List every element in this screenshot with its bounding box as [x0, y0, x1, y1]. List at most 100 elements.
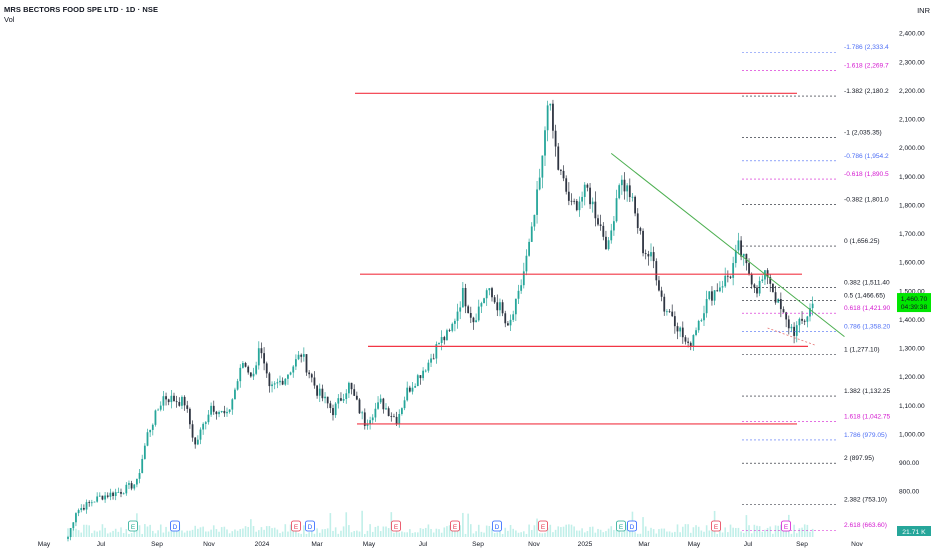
candle-body	[451, 323, 454, 331]
volume-bar	[220, 527, 223, 537]
candle-body	[695, 330, 697, 335]
volume-bar	[742, 532, 745, 537]
candle-body	[385, 408, 387, 410]
candle-body	[581, 196, 583, 202]
candle-body	[305, 354, 308, 373]
volume-bar	[642, 517, 644, 537]
volume-bar	[525, 533, 528, 537]
volume-bar	[798, 528, 801, 537]
candle-body	[477, 306, 480, 321]
volume-bar	[735, 527, 737, 537]
candle-body	[390, 416, 393, 417]
fib-level-label: 1.382 (1,132.25	[844, 388, 891, 395]
volume-bar	[719, 528, 721, 537]
candle-body	[496, 302, 499, 311]
volume-bar	[721, 532, 724, 537]
volume-bar	[409, 529, 411, 537]
volume-bar	[456, 526, 459, 537]
volume-label[interactable]: Vol	[4, 15, 15, 24]
volume-bar	[234, 529, 236, 537]
candle-body	[578, 201, 581, 211]
y-tick-label: 1,600.00	[899, 260, 925, 267]
volume-bar	[716, 533, 719, 537]
volume-bar	[337, 533, 340, 537]
volume-bar	[578, 530, 581, 537]
candle-body	[438, 342, 440, 345]
candle-body	[777, 299, 780, 303]
candle-body	[332, 408, 334, 416]
volume-bar	[591, 526, 594, 537]
volume-bar	[674, 531, 676, 537]
volume-bar	[472, 533, 475, 537]
candle-body	[634, 196, 636, 214]
event-marker-label: E	[394, 524, 399, 531]
candle-body	[202, 423, 205, 430]
candle-body	[432, 358, 435, 360]
volume-bar	[440, 532, 443, 537]
candle-body	[631, 196, 634, 198]
candle-body	[668, 311, 671, 313]
volume-bar	[568, 524, 570, 537]
volume-bar	[422, 528, 424, 537]
candle-body	[408, 387, 411, 392]
currency-label[interactable]: INR	[917, 6, 930, 15]
candle-body	[239, 367, 242, 382]
event-marker	[781, 520, 791, 532]
x-tick-label: 2024	[255, 541, 270, 548]
volume-bar	[199, 527, 202, 537]
volume-bar	[398, 532, 401, 537]
candle-body	[647, 254, 650, 257]
candle-body	[353, 389, 356, 396]
volume-bar	[308, 532, 310, 537]
volume-bar	[114, 528, 117, 537]
volume-bar	[671, 532, 673, 537]
y-tick-label: 2,200.00	[899, 88, 925, 95]
volume-bar	[573, 526, 575, 537]
candle-body	[133, 484, 136, 489]
volume-bar	[289, 524, 292, 537]
event-marker	[128, 520, 138, 532]
volume-bar	[125, 529, 128, 537]
candle-body	[252, 373, 255, 377]
candle-body	[583, 184, 586, 197]
volume-bar	[281, 531, 284, 537]
y-tick-label: 1,700.00	[899, 231, 925, 238]
candle-body	[769, 277, 772, 284]
volume-bar	[541, 533, 544, 537]
symbol-title[interactable]: MRS BECTORS FOOD SPE LTD · 1D · NSE	[4, 5, 159, 14]
candle-body	[536, 189, 538, 215]
candle-body	[379, 398, 382, 403]
candle-body	[403, 400, 406, 409]
candle-body	[538, 177, 541, 190]
volume-bar	[303, 525, 305, 537]
candle-body	[414, 386, 417, 388]
y-tick-label: 900.00	[899, 460, 920, 467]
volume-bar	[85, 524, 88, 537]
volume-bar	[99, 530, 101, 537]
volume-bar	[684, 524, 687, 537]
candle-body	[446, 330, 448, 341]
volume-bar	[141, 533, 143, 537]
last-price-tag	[897, 293, 931, 313]
candle-body	[382, 398, 385, 410]
candle-body	[324, 396, 326, 399]
candle-body	[626, 185, 629, 192]
fib-level-label: 1 (1,277.10)	[844, 347, 880, 354]
candle-body	[88, 502, 91, 503]
candle-body	[570, 200, 573, 202]
volume-bar	[780, 524, 782, 537]
volume-bar	[152, 530, 154, 537]
candle-body	[284, 378, 287, 385]
volume-bar	[109, 532, 112, 537]
volume-bar	[371, 531, 374, 537]
candle-body	[302, 354, 305, 357]
volume-bar	[207, 531, 210, 537]
event-marker	[711, 520, 721, 532]
candle-body	[416, 375, 419, 387]
candle-body	[226, 411, 228, 414]
volume-bar	[549, 524, 552, 537]
candle-body	[719, 287, 721, 292]
